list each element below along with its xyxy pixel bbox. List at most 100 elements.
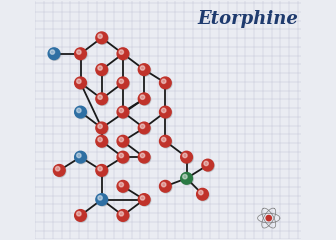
Circle shape bbox=[181, 152, 193, 164]
Circle shape bbox=[97, 65, 108, 76]
Circle shape bbox=[118, 78, 130, 90]
Circle shape bbox=[118, 181, 130, 193]
Circle shape bbox=[160, 77, 171, 89]
Circle shape bbox=[160, 136, 172, 148]
Circle shape bbox=[75, 77, 86, 89]
Circle shape bbox=[266, 216, 271, 221]
Circle shape bbox=[202, 159, 214, 171]
Circle shape bbox=[140, 124, 145, 129]
Circle shape bbox=[77, 50, 81, 54]
Circle shape bbox=[76, 78, 87, 90]
Circle shape bbox=[140, 66, 145, 70]
Circle shape bbox=[50, 50, 54, 54]
Circle shape bbox=[162, 137, 166, 142]
Circle shape bbox=[77, 153, 81, 158]
Circle shape bbox=[75, 210, 86, 221]
Circle shape bbox=[138, 194, 150, 205]
Circle shape bbox=[75, 48, 86, 60]
Circle shape bbox=[118, 107, 130, 119]
Circle shape bbox=[76, 49, 87, 60]
Circle shape bbox=[76, 210, 87, 222]
Circle shape bbox=[119, 212, 124, 216]
Circle shape bbox=[140, 95, 145, 99]
Circle shape bbox=[162, 108, 166, 113]
Circle shape bbox=[118, 49, 130, 60]
Circle shape bbox=[119, 153, 124, 158]
Circle shape bbox=[139, 194, 151, 206]
Circle shape bbox=[160, 107, 172, 119]
Circle shape bbox=[162, 79, 166, 84]
Circle shape bbox=[162, 182, 166, 187]
Circle shape bbox=[119, 79, 124, 84]
Circle shape bbox=[98, 167, 102, 171]
Circle shape bbox=[139, 94, 151, 105]
Circle shape bbox=[160, 181, 172, 193]
Circle shape bbox=[198, 189, 209, 201]
Circle shape bbox=[117, 210, 129, 221]
Circle shape bbox=[119, 137, 124, 142]
Circle shape bbox=[98, 95, 102, 99]
Circle shape bbox=[204, 161, 208, 166]
Circle shape bbox=[139, 65, 151, 76]
Circle shape bbox=[197, 188, 208, 200]
Circle shape bbox=[139, 152, 151, 164]
Circle shape bbox=[76, 152, 87, 164]
Circle shape bbox=[199, 190, 203, 195]
Circle shape bbox=[76, 107, 87, 119]
Circle shape bbox=[118, 152, 130, 164]
Circle shape bbox=[49, 49, 60, 60]
Circle shape bbox=[160, 135, 171, 147]
Circle shape bbox=[118, 136, 130, 148]
Circle shape bbox=[98, 124, 102, 129]
Circle shape bbox=[181, 173, 193, 184]
Circle shape bbox=[97, 136, 108, 148]
Circle shape bbox=[98, 34, 102, 38]
Circle shape bbox=[140, 196, 145, 200]
Circle shape bbox=[117, 106, 129, 118]
Circle shape bbox=[54, 165, 66, 177]
Circle shape bbox=[96, 135, 108, 147]
Circle shape bbox=[77, 212, 81, 216]
Circle shape bbox=[96, 165, 108, 176]
Circle shape bbox=[139, 123, 151, 135]
Circle shape bbox=[118, 210, 130, 222]
Circle shape bbox=[96, 93, 108, 105]
Circle shape bbox=[97, 94, 108, 105]
Circle shape bbox=[98, 196, 102, 200]
Circle shape bbox=[181, 151, 193, 163]
Circle shape bbox=[97, 33, 108, 44]
Circle shape bbox=[48, 48, 60, 60]
Circle shape bbox=[96, 32, 108, 44]
Circle shape bbox=[98, 137, 102, 142]
Circle shape bbox=[97, 123, 108, 135]
Circle shape bbox=[138, 93, 150, 105]
Circle shape bbox=[53, 165, 65, 176]
Circle shape bbox=[119, 182, 124, 187]
Circle shape bbox=[96, 122, 108, 134]
Circle shape bbox=[117, 180, 129, 192]
Circle shape bbox=[203, 160, 214, 172]
Circle shape bbox=[160, 78, 172, 90]
Circle shape bbox=[96, 64, 108, 75]
Circle shape bbox=[117, 77, 129, 89]
Circle shape bbox=[98, 66, 102, 70]
Circle shape bbox=[96, 194, 108, 205]
Circle shape bbox=[75, 106, 86, 118]
Circle shape bbox=[181, 173, 193, 185]
Circle shape bbox=[119, 108, 124, 113]
Text: Etorphine: Etorphine bbox=[197, 10, 298, 28]
Circle shape bbox=[77, 108, 81, 113]
Circle shape bbox=[140, 153, 145, 158]
Circle shape bbox=[160, 180, 171, 192]
Circle shape bbox=[138, 64, 150, 75]
Circle shape bbox=[160, 106, 171, 118]
Circle shape bbox=[75, 151, 86, 163]
Circle shape bbox=[138, 122, 150, 134]
Circle shape bbox=[117, 151, 129, 163]
Circle shape bbox=[117, 135, 129, 147]
Circle shape bbox=[183, 153, 187, 158]
Circle shape bbox=[77, 79, 81, 84]
Circle shape bbox=[97, 194, 108, 206]
Circle shape bbox=[119, 50, 124, 54]
Circle shape bbox=[117, 48, 129, 60]
